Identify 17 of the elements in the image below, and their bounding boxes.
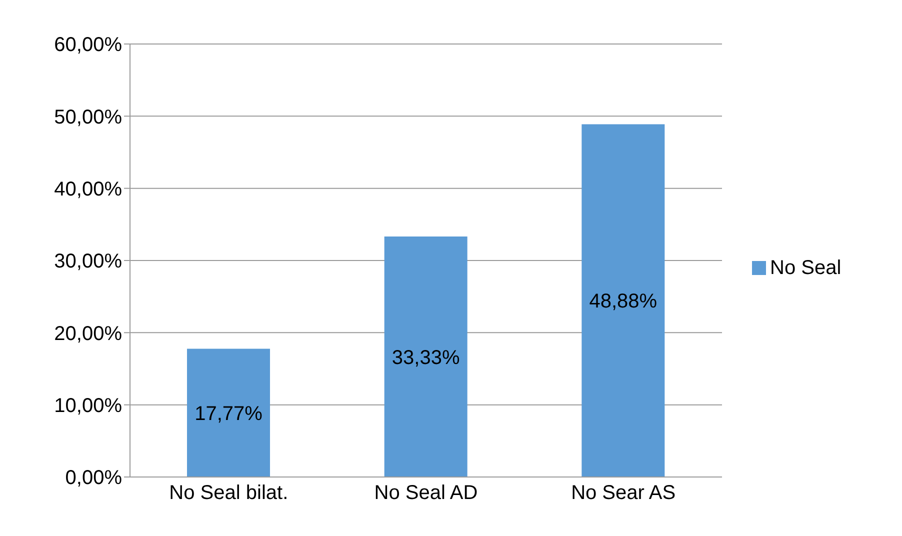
x-tick-label: No Seal bilat. [169,482,288,504]
x-tick-label: No Sear AS [571,482,676,504]
y-tick-label: 40,00% [54,178,122,200]
y-tick-label: 20,00% [54,322,122,345]
y-tick-label: 30,00% [54,250,122,273]
data-label: 33,33% [392,346,460,369]
data-label: 17,77% [194,402,263,425]
y-tick-label: 60,00% [54,34,122,56]
bar [384,236,468,477]
y-tick-label: 10,00% [54,394,122,417]
x-tick-label: No Seal AD [374,482,478,504]
y-tick-label: 0,00% [65,467,122,490]
data-label: 48,88% [589,290,658,313]
bar [582,124,665,477]
bar [187,348,270,477]
y-tick-label: 50,00% [54,106,122,128]
legend-label: No Seal [770,256,842,278]
